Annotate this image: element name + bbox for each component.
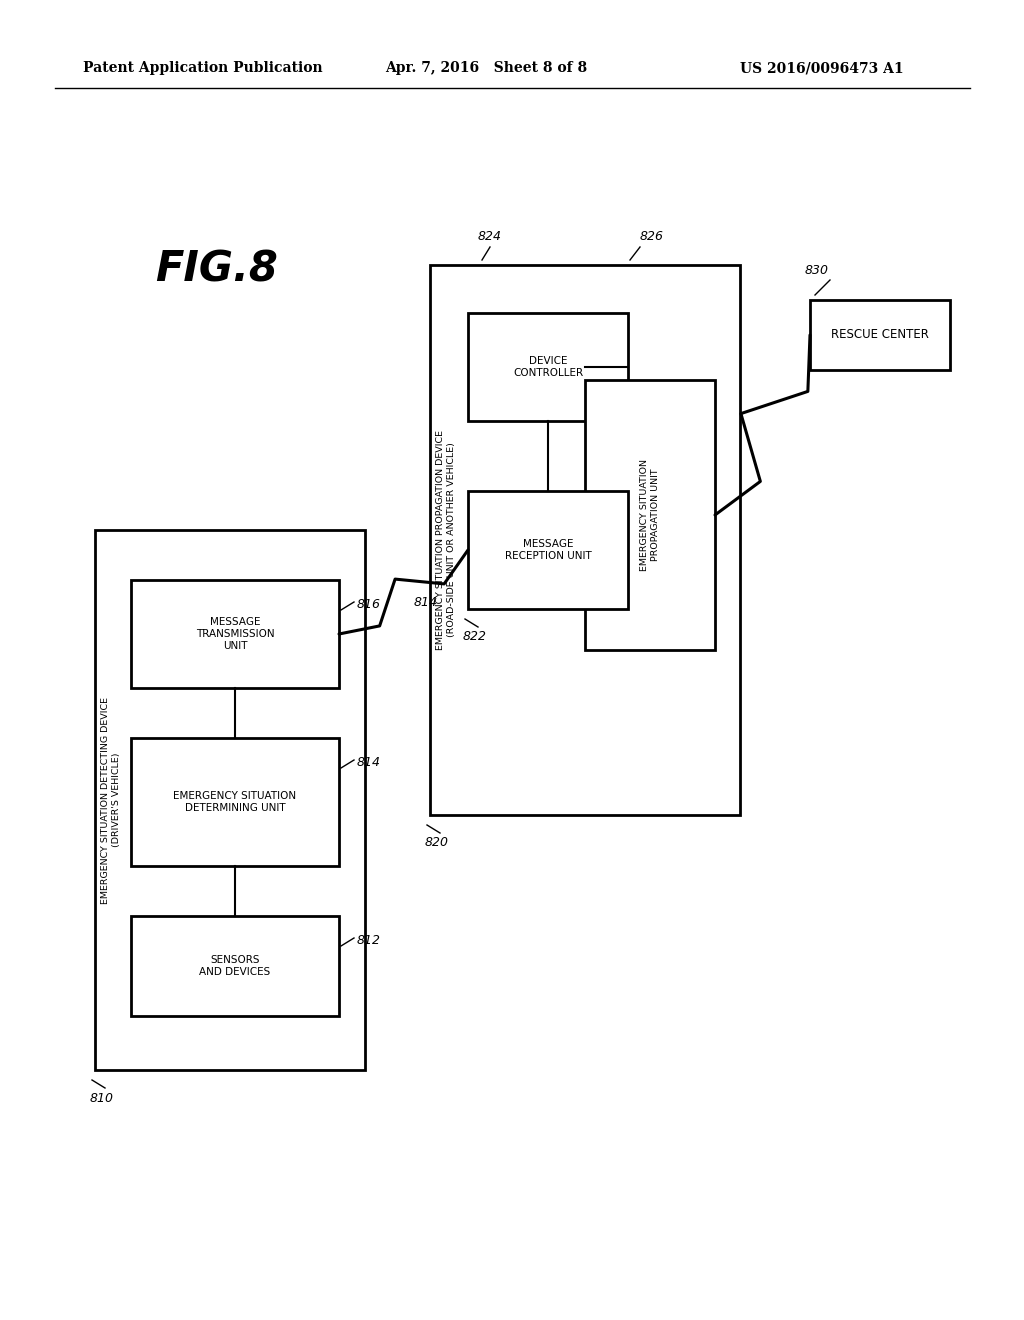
Text: 830: 830 xyxy=(805,264,829,276)
Bar xyxy=(95,531,365,1071)
Bar xyxy=(430,265,740,814)
Text: Apr. 7, 2016   Sheet 8 of 8: Apr. 7, 2016 Sheet 8 of 8 xyxy=(385,61,587,75)
Text: 812: 812 xyxy=(357,935,381,948)
Text: EMERGENCY SITUATION
DETERMINING UNIT: EMERGENCY SITUATION DETERMINING UNIT xyxy=(173,791,297,813)
Text: MESSAGE
RECEPTION UNIT: MESSAGE RECEPTION UNIT xyxy=(505,539,592,561)
Text: 814: 814 xyxy=(414,595,437,609)
Text: 816: 816 xyxy=(357,598,381,611)
Text: EMERGENCY SITUATION PROPAGATION DEVICE
(ROAD-SIDE UNIT OR ANOTHER VEHICLE): EMERGENCY SITUATION PROPAGATION DEVICE (… xyxy=(436,430,456,649)
Bar xyxy=(131,579,339,688)
Text: 820: 820 xyxy=(425,837,449,850)
Text: Patent Application Publication: Patent Application Publication xyxy=(83,61,323,75)
Text: US 2016/0096473 A1: US 2016/0096473 A1 xyxy=(740,61,903,75)
Text: FIG.8: FIG.8 xyxy=(155,249,278,290)
Text: DEVICE
CONTROLLER: DEVICE CONTROLLER xyxy=(513,356,583,379)
Text: MESSAGE
TRANSMISSION
UNIT: MESSAGE TRANSMISSION UNIT xyxy=(196,616,274,651)
Text: RESCUE CENTER: RESCUE CENTER xyxy=(831,329,929,342)
Bar xyxy=(468,313,628,421)
Text: 810: 810 xyxy=(90,1092,114,1105)
Text: 822: 822 xyxy=(463,631,487,644)
Text: EMERGENCY SITUATION
PROPAGATION UNIT: EMERGENCY SITUATION PROPAGATION UNIT xyxy=(640,459,660,572)
Bar xyxy=(468,491,628,609)
Text: 824: 824 xyxy=(478,231,502,243)
Text: 814: 814 xyxy=(357,756,381,770)
Bar xyxy=(585,380,715,649)
Bar xyxy=(131,916,339,1016)
Text: EMERGENCY SITUATION DETECTING DEVICE
(DRIVER'S VEHICLE): EMERGENCY SITUATION DETECTING DEVICE (DR… xyxy=(101,697,121,903)
Text: SENSORS
AND DEVICES: SENSORS AND DEVICES xyxy=(200,954,270,977)
Bar xyxy=(131,738,339,866)
Text: 826: 826 xyxy=(640,231,664,243)
Bar xyxy=(810,300,950,370)
